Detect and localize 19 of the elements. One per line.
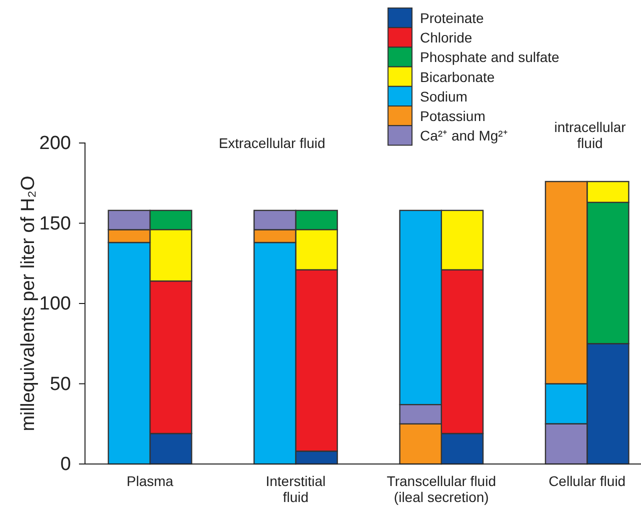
y-tick-label: 50 xyxy=(50,374,71,395)
annotation: Extracellular fluid xyxy=(218,135,326,151)
legend-label: Proteinate xyxy=(420,10,484,26)
legend-label: Sodium xyxy=(420,88,468,104)
y-tick-label: 100 xyxy=(39,294,71,315)
x-tick-label: Transcellular fluid (ileal secretion) xyxy=(386,473,496,506)
x-tick-label: Plasma xyxy=(126,473,174,489)
y-tick-label: 150 xyxy=(39,213,71,234)
y-tick-label: 0 xyxy=(60,454,71,476)
legend-label: Ca²⁺ and Mg²⁺ xyxy=(420,128,508,144)
legend-label: Phosphate and sulfate xyxy=(420,49,560,66)
x-tick-label: Cellular fluid xyxy=(548,473,626,489)
annotation: intracellular fluid xyxy=(554,119,626,152)
x-tick-label: Interstitial fluid xyxy=(266,473,326,506)
legend-label: Bicarbonate xyxy=(420,68,495,85)
legend-label: Potassium xyxy=(420,108,486,124)
legend-label: Chloride xyxy=(420,30,472,46)
y-tick-label: 200 xyxy=(39,133,71,154)
y-axis-title: millequivalents per liter of H₂O xyxy=(18,176,39,432)
